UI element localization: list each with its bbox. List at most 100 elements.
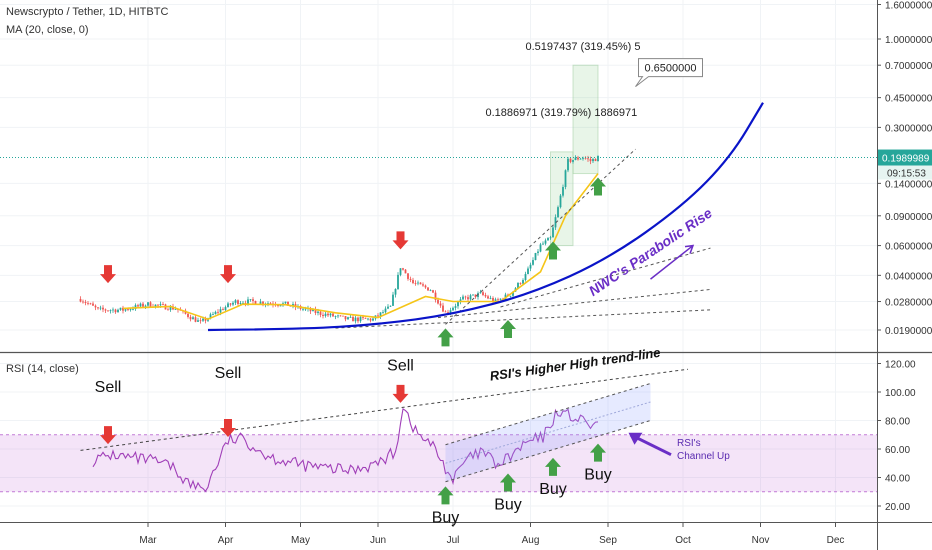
candle[interactable] bbox=[462, 294, 464, 301]
candle[interactable] bbox=[572, 159, 574, 164]
candle[interactable] bbox=[574, 155, 577, 161]
candle[interactable] bbox=[222, 307, 224, 311]
candle[interactable] bbox=[592, 157, 594, 163]
candle[interactable] bbox=[192, 315, 194, 320]
candle[interactable] bbox=[92, 301, 94, 306]
candle[interactable] bbox=[569, 158, 572, 164]
candle[interactable] bbox=[527, 266, 529, 275]
candle[interactable] bbox=[577, 155, 579, 161]
candle[interactable] bbox=[399, 268, 402, 277]
candle[interactable] bbox=[452, 306, 454, 312]
candle[interactable] bbox=[249, 299, 252, 302]
candle[interactable] bbox=[367, 317, 369, 321]
candle[interactable] bbox=[589, 156, 592, 165]
candle[interactable] bbox=[84, 299, 87, 306]
candle[interactable] bbox=[344, 315, 347, 322]
candle[interactable] bbox=[369, 318, 372, 323]
candle[interactable] bbox=[314, 306, 317, 316]
candle[interactable] bbox=[329, 312, 332, 318]
candle[interactable] bbox=[104, 308, 107, 314]
candle[interactable] bbox=[214, 310, 217, 315]
parabolic-curve[interactable] bbox=[207, 102, 764, 332]
candle[interactable] bbox=[229, 302, 232, 307]
candle[interactable] bbox=[414, 280, 417, 286]
candle[interactable] bbox=[417, 280, 419, 286]
candle[interactable] bbox=[439, 300, 442, 308]
rsi-line[interactable] bbox=[92, 407, 599, 493]
candle[interactable] bbox=[479, 289, 482, 294]
candle[interactable] bbox=[359, 315, 362, 323]
candle[interactable] bbox=[547, 237, 549, 241]
candle[interactable] bbox=[212, 311, 214, 316]
candle[interactable] bbox=[444, 310, 447, 313]
candle[interactable] bbox=[379, 312, 382, 319]
candle[interactable] bbox=[467, 294, 469, 302]
rsi-axis[interactable]: 120.00 100.00 80.00 60.00 40.00 20.00 bbox=[877, 360, 916, 514]
candle[interactable] bbox=[412, 277, 414, 285]
candle[interactable] bbox=[562, 184, 564, 198]
candle[interactable] bbox=[432, 289, 434, 293]
candle[interactable] bbox=[354, 315, 357, 324]
candle[interactable] bbox=[564, 169, 567, 190]
candle[interactable] bbox=[419, 282, 422, 285]
candle[interactable] bbox=[409, 276, 412, 283]
candle[interactable] bbox=[434, 290, 437, 303]
candle[interactable] bbox=[472, 294, 474, 296]
candle[interactable] bbox=[234, 299, 237, 306]
candle[interactable] bbox=[597, 155, 599, 162]
candle[interactable] bbox=[427, 287, 429, 291]
candle[interactable] bbox=[114, 308, 117, 314]
candle[interactable] bbox=[162, 301, 164, 306]
candle[interactable] bbox=[122, 305, 124, 314]
candle[interactable] bbox=[252, 297, 254, 304]
candle[interactable] bbox=[397, 272, 399, 290]
candle[interactable] bbox=[94, 304, 97, 311]
candle[interactable] bbox=[382, 309, 384, 314]
candle[interactable] bbox=[454, 303, 457, 311]
candle[interactable] bbox=[552, 225, 554, 238]
candle[interactable] bbox=[559, 193, 562, 209]
candle[interactable] bbox=[197, 317, 199, 322]
candle[interactable] bbox=[389, 305, 392, 308]
candle[interactable] bbox=[339, 315, 342, 317]
price-axis[interactable]: 1.6000000 1.0000000 0.7000000 0.4500000 0.30… bbox=[877, 0, 932, 337]
candle[interactable] bbox=[542, 241, 544, 245]
candle[interactable] bbox=[279, 305, 282, 307]
candle[interactable] bbox=[187, 313, 189, 319]
candle[interactable] bbox=[342, 315, 344, 317]
candle[interactable] bbox=[349, 314, 352, 318]
candle[interactable] bbox=[394, 288, 397, 298]
candle[interactable] bbox=[117, 308, 119, 313]
candle[interactable] bbox=[332, 312, 334, 317]
candle[interactable] bbox=[534, 252, 537, 261]
candle[interactable] bbox=[324, 311, 327, 318]
candle[interactable] bbox=[402, 267, 404, 271]
candle[interactable] bbox=[334, 315, 337, 320]
candle[interactable] bbox=[424, 284, 427, 289]
candle[interactable] bbox=[149, 301, 152, 308]
candle[interactable] bbox=[337, 314, 339, 319]
candle[interactable] bbox=[587, 155, 589, 162]
candle[interactable] bbox=[79, 296, 82, 303]
candle[interactable] bbox=[487, 294, 489, 300]
candle[interactable] bbox=[539, 242, 542, 253]
rsi-channel-fill[interactable] bbox=[445, 383, 651, 482]
candle[interactable] bbox=[482, 290, 484, 297]
candle[interactable] bbox=[392, 291, 394, 307]
candle[interactable] bbox=[87, 300, 89, 306]
candle[interactable] bbox=[567, 157, 569, 173]
candle[interactable] bbox=[529, 262, 532, 272]
candle[interactable] bbox=[524, 271, 527, 282]
candle[interactable] bbox=[484, 292, 487, 298]
candle[interactable] bbox=[124, 308, 127, 312]
candle[interactable] bbox=[112, 307, 114, 313]
candle[interactable] bbox=[387, 304, 389, 310]
candle[interactable] bbox=[489, 295, 492, 300]
candle[interactable] bbox=[474, 294, 477, 299]
candle[interactable] bbox=[227, 302, 229, 308]
candle[interactable] bbox=[459, 296, 462, 305]
candle[interactable] bbox=[237, 299, 239, 306]
candle[interactable] bbox=[82, 299, 84, 304]
candle[interactable] bbox=[142, 301, 144, 308]
